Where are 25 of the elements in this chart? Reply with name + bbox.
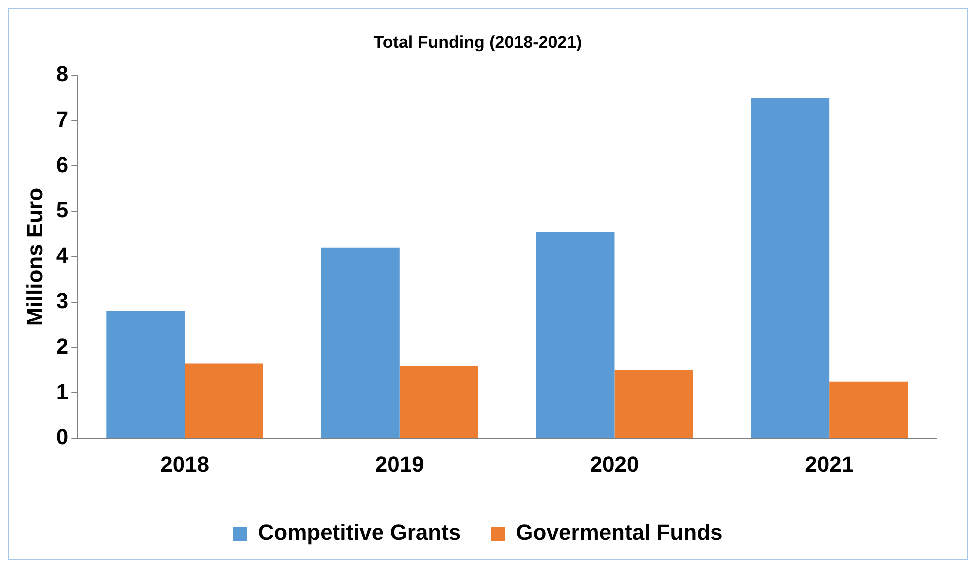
x-tick-label: 2020: [590, 452, 640, 477]
bar: [830, 382, 908, 438]
y-tick-label: 2: [56, 334, 69, 359]
x-tick-label: 2019: [375, 452, 424, 477]
bar: [321, 248, 400, 438]
y-tick-label: 1: [56, 379, 69, 404]
y-tick-label: 0: [56, 424, 69, 450]
y-tick-label: 4: [56, 243, 70, 268]
y-axis-title: Millions Euro: [22, 188, 48, 326]
bar: [400, 366, 478, 438]
bar: [106, 311, 186, 438]
bar: [536, 232, 615, 438]
x-tick-label: 2021: [805, 452, 854, 477]
bar: [185, 364, 264, 438]
y-tick-label: 6: [56, 152, 69, 178]
y-tick-label: 7: [56, 106, 69, 132]
y-tick-label: 5: [56, 198, 69, 223]
x-tick-label: 2018: [160, 452, 210, 477]
y-tick-label: 8: [56, 61, 69, 86]
bar: [751, 98, 830, 438]
chart-title: Total Funding (2018-2021): [374, 32, 582, 52]
legend-label: Competitive Grants: [258, 520, 462, 546]
bar: [614, 370, 694, 438]
y-tick-label: 3: [56, 288, 69, 314]
legend-label: Govermental Funds: [516, 520, 723, 546]
